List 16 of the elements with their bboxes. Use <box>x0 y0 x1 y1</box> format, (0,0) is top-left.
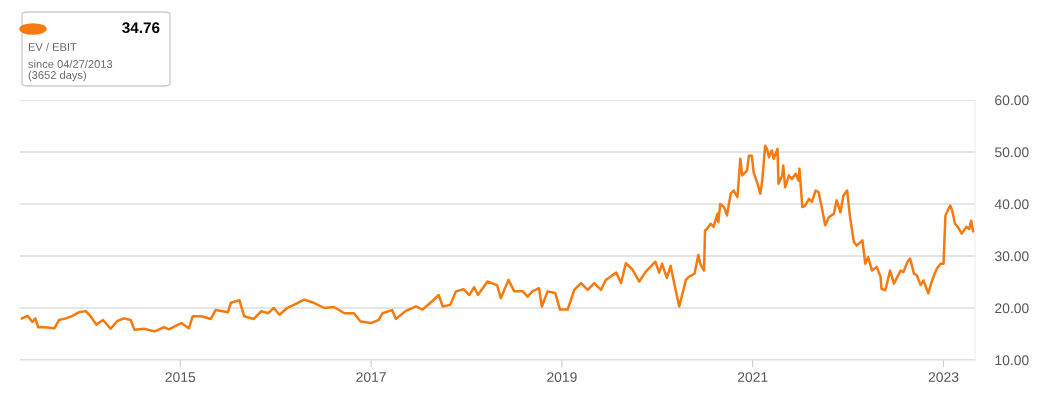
y-tick-label: 20.00 <box>995 303 1029 314</box>
x-tick-label: 2017 <box>356 372 386 383</box>
x-tick-label: 2015 <box>165 372 196 383</box>
x-tick-label: 2023 <box>928 372 959 383</box>
text: EV / EBIT <box>28 42 77 51</box>
y-tick-label: 60.00 <box>995 95 1029 106</box>
y-tick-label: 10.00 <box>995 355 1029 366</box>
x-tick-label: 2021 <box>737 372 768 383</box>
text: 34.76 <box>122 22 160 34</box>
y-tick-label: 30.00 <box>994 251 1029 262</box>
text: since 04/27/2013 <box>28 59 113 68</box>
text: (3652 days) <box>28 70 86 82</box>
line-series <box>20 144 975 333</box>
x-tick-label: 2019 <box>547 372 577 383</box>
y-tick-label: 50.00 <box>995 147 1029 158</box>
y-tick-label: 40.00 <box>994 199 1029 210</box>
